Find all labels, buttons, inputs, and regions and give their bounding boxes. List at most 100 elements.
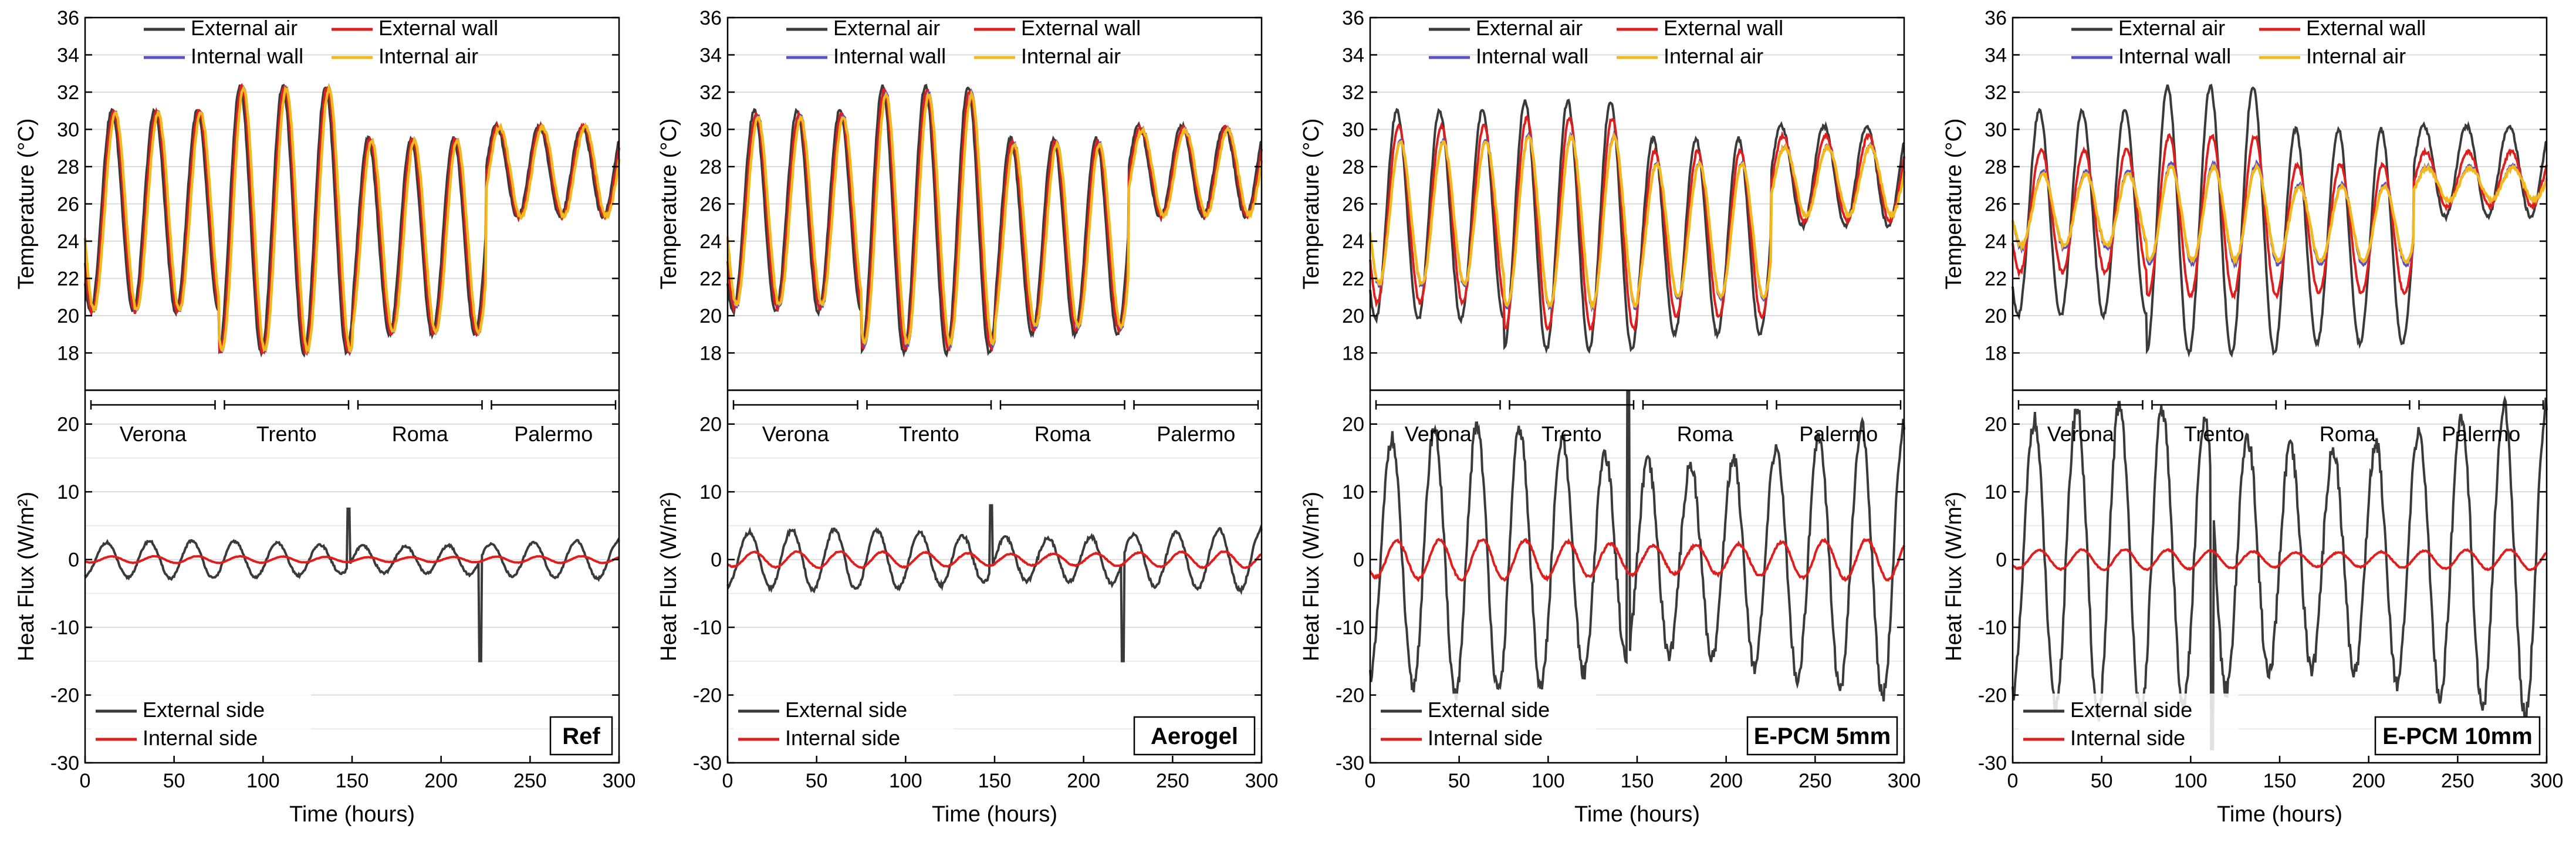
xtick-label: 200 bbox=[2352, 770, 2385, 792]
flux-legend-box bbox=[1376, 694, 1596, 756]
flux-ytick-label: -30 bbox=[1336, 752, 1364, 775]
flux-ytick-label: -20 bbox=[50, 685, 79, 707]
xtick-label: 100 bbox=[246, 770, 280, 792]
series-internal-side bbox=[726, 550, 1263, 569]
city-label: Trento bbox=[1541, 422, 1602, 446]
xtick-label: 50 bbox=[2091, 770, 2113, 792]
flux-ytick-label: -20 bbox=[1978, 685, 2007, 707]
flux-y-axis-label: Heat Flux (W/m²) bbox=[14, 492, 39, 661]
series-external-air bbox=[2012, 83, 2548, 358]
series-internal-air bbox=[1368, 131, 1906, 311]
temp-ytick-label: 34 bbox=[1985, 45, 2007, 67]
legend-label: Internal air bbox=[378, 44, 478, 68]
legend-label: External air bbox=[1476, 16, 1583, 40]
temp-ytick-label: 20 bbox=[1342, 305, 1364, 327]
temp-ytick-label: 36 bbox=[57, 7, 79, 29]
flux-ytick-label: -10 bbox=[1978, 617, 2007, 639]
series-internal-side bbox=[2012, 548, 2548, 572]
flux-ytick-label: 0 bbox=[1996, 549, 2007, 572]
temp-ytick-label: 24 bbox=[1342, 231, 1364, 253]
flux-legend-box bbox=[91, 694, 311, 756]
series-internal-air bbox=[83, 83, 621, 355]
xtick-label: 250 bbox=[2441, 770, 2474, 792]
flux-ytick-label: 0 bbox=[711, 549, 722, 572]
flux-y-axis-label: Heat Flux (W/m²) bbox=[657, 492, 681, 661]
legend-label: External air bbox=[833, 16, 940, 40]
temp-ytick-label: 24 bbox=[57, 231, 79, 253]
legend-label: Internal air bbox=[1021, 44, 1121, 68]
temp-ytick-label: 20 bbox=[699, 305, 722, 327]
xtick-label: 250 bbox=[1156, 770, 1189, 792]
city-label: Trento bbox=[2184, 422, 2244, 446]
series-internal-air bbox=[2011, 162, 2548, 266]
temp-ytick-label: 36 bbox=[1985, 7, 2007, 29]
xtick-label: 100 bbox=[1532, 770, 1565, 792]
legend-label: External side bbox=[2070, 698, 2192, 722]
temp-ytick-label: 30 bbox=[699, 119, 722, 141]
legend-label: External side bbox=[1428, 698, 1550, 722]
temp-ytick-label: 22 bbox=[1985, 268, 2007, 290]
temp-y-axis-label: Temperature (°C) bbox=[657, 119, 681, 290]
xtick-label: 300 bbox=[2530, 770, 2564, 792]
temp-ytick-label: 30 bbox=[1342, 119, 1364, 141]
city-label: Roma bbox=[392, 422, 449, 446]
legend-label: External side bbox=[143, 698, 265, 722]
xtick-label: 300 bbox=[1245, 770, 1279, 792]
legend-label: External side bbox=[785, 698, 907, 722]
xtick-label: 200 bbox=[424, 770, 458, 792]
legend-label: External air bbox=[191, 16, 298, 40]
xtick-label: 0 bbox=[80, 770, 91, 792]
xtick-label: 50 bbox=[163, 770, 185, 792]
temp-ytick-label: 36 bbox=[1342, 7, 1364, 29]
series-external-side bbox=[84, 508, 620, 662]
temp-ytick-label: 26 bbox=[57, 194, 79, 216]
legend-label: Internal side bbox=[785, 726, 900, 750]
legend-label: Internal side bbox=[2070, 726, 2185, 750]
x-axis-label: Time (hours) bbox=[289, 802, 415, 827]
temp-y-axis-label: Temperature (°C) bbox=[1942, 119, 1966, 290]
panel-badge-box bbox=[549, 716, 613, 756]
legend-label: Internal side bbox=[1428, 726, 1543, 750]
city-label: Roma bbox=[2320, 422, 2376, 446]
flux-legend-box bbox=[733, 694, 954, 756]
series-internal-side bbox=[84, 554, 620, 564]
flux-ytick-label: 10 bbox=[1985, 481, 2007, 503]
temp-ytick-label: 36 bbox=[699, 7, 722, 29]
temp-ytick-label: 32 bbox=[1985, 82, 2007, 104]
city-label: Trento bbox=[899, 422, 959, 446]
legend-label: Internal air bbox=[1664, 44, 1763, 68]
flux-ytick-label: 0 bbox=[1353, 549, 1364, 572]
city-label: Trento bbox=[256, 422, 317, 446]
temp-ytick-label: 34 bbox=[699, 45, 722, 67]
flux-ytick-label: -30 bbox=[693, 752, 722, 775]
city-label: Palermo bbox=[2442, 422, 2520, 446]
legend-label: Internal air bbox=[2306, 44, 2406, 68]
xtick-label: 200 bbox=[1067, 770, 1100, 792]
flux-ytick-label: -10 bbox=[693, 617, 722, 639]
xtick-label: 50 bbox=[806, 770, 828, 792]
flux-ytick-label: -10 bbox=[50, 617, 79, 639]
panel-badge: E-PCM 5mm bbox=[1754, 723, 1891, 749]
x-axis-label: Time (hours) bbox=[2217, 802, 2342, 827]
city-label: Palermo bbox=[1799, 422, 1878, 446]
temp-ytick-label: 32 bbox=[699, 82, 722, 104]
flux-ytick-label: 20 bbox=[1985, 414, 2007, 436]
xtick-label: 200 bbox=[1709, 770, 1743, 792]
city-label: Verona bbox=[120, 422, 187, 446]
xtick-label: 0 bbox=[2007, 770, 2019, 792]
temp-ytick-label: 24 bbox=[699, 231, 722, 253]
flux-ytick-label: -20 bbox=[1336, 685, 1364, 707]
temp-ytick-label: 18 bbox=[1985, 343, 2007, 365]
panel-badge-box bbox=[1133, 716, 1256, 756]
city-label: Roma bbox=[1677, 422, 1734, 446]
temp-ytick-label: 26 bbox=[1985, 194, 2007, 216]
temp-ytick-label: 28 bbox=[1985, 156, 2007, 178]
flux-ytick-label: -30 bbox=[1978, 752, 2007, 775]
legend-label: External air bbox=[2118, 16, 2225, 40]
series-external-side bbox=[726, 504, 1263, 662]
flux-ytick-label: 20 bbox=[699, 414, 722, 436]
temp-ytick-label: 30 bbox=[57, 119, 79, 141]
